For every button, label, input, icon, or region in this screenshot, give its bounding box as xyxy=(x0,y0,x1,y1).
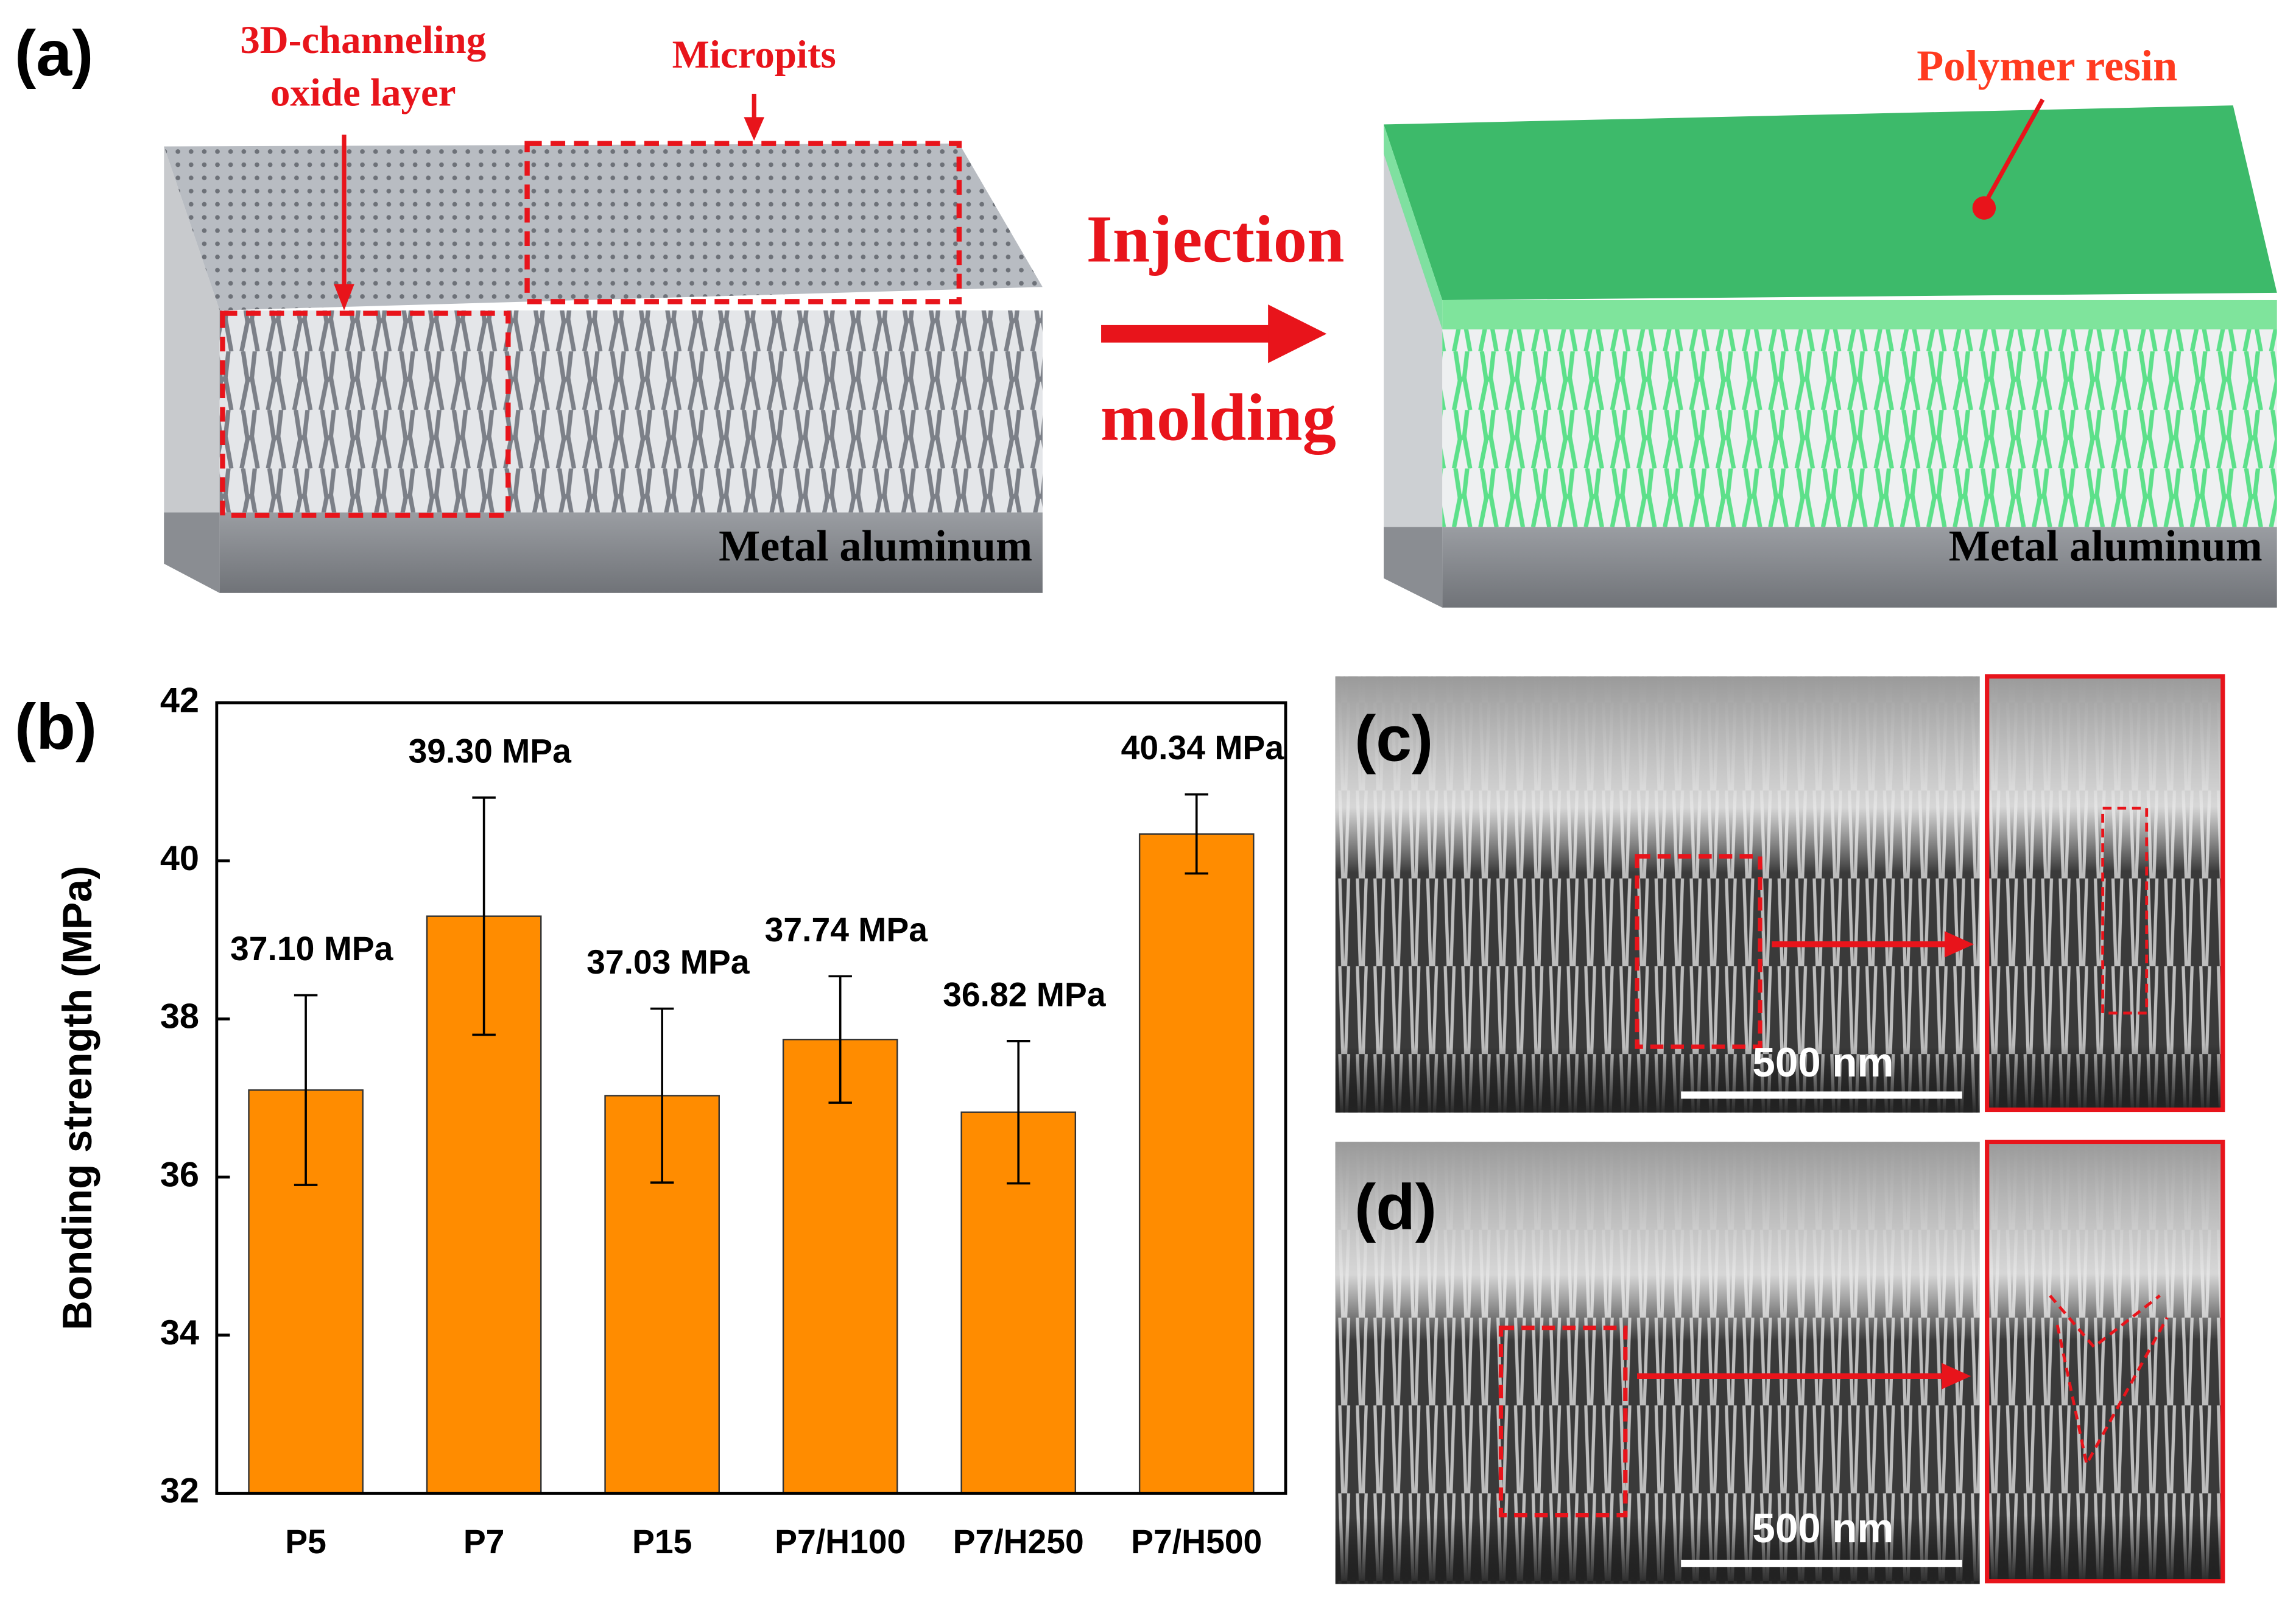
bar-chart: 32 34 36 38 40 42 P5 37.10 MPa P7 39.30 MPa P15 37.… xyxy=(160,681,1284,1561)
resin-label: Polymer resin xyxy=(1917,41,2177,90)
process-arrowhead xyxy=(1268,304,1327,363)
x-tick-label: P5 xyxy=(285,1523,326,1561)
value-label: 39.30 MPa xyxy=(409,732,572,770)
x-tick-label: P7/H250 xyxy=(953,1523,1084,1561)
metal-label: Metal aluminum xyxy=(719,522,1032,571)
micropits-label: Micropits xyxy=(672,33,836,77)
value-label: 36.82 MPa xyxy=(943,975,1107,1013)
panel-label: (c) xyxy=(1354,703,1433,774)
panel-label: (a) xyxy=(15,18,93,90)
bar xyxy=(782,1039,898,1494)
sem-image-c xyxy=(1335,674,2225,1113)
metal-label: Metal aluminum xyxy=(1949,522,2263,571)
scale-bar-label: 500 nm xyxy=(1752,1040,1893,1086)
y-axis-label: Bonding strength (MPa) xyxy=(55,866,100,1330)
value-label: 37.03 MPa xyxy=(586,943,750,981)
left-block xyxy=(164,93,1043,593)
right-block xyxy=(1384,98,2277,608)
x-tick-label: P7/H100 xyxy=(775,1523,906,1561)
y-tick-label: 40 xyxy=(160,839,199,878)
y-tick-label: 32 xyxy=(160,1472,199,1511)
x-tick-label: P15 xyxy=(632,1523,692,1561)
value-label: 37.74 MPa xyxy=(765,911,929,949)
x-tick-label: P7 xyxy=(463,1523,505,1561)
plot-frame xyxy=(215,701,1287,1495)
oxide-label: 3D-channeling xyxy=(240,18,486,62)
sem-image-d xyxy=(1335,1139,2225,1584)
process-label: molding xyxy=(1100,380,1336,455)
y-tick-label: 38 xyxy=(160,997,199,1036)
process-label: Injection xyxy=(1086,201,1345,276)
scale-bar-label: 500 nm xyxy=(1752,1506,1893,1551)
y-tick-label: 36 xyxy=(160,1155,199,1194)
x-tick-label: P7/H500 xyxy=(1131,1523,1262,1561)
y-tick-label: 34 xyxy=(160,1313,199,1352)
y-tick-label: 42 xyxy=(160,681,199,720)
panel-label: (b) xyxy=(15,691,97,763)
value-label: 40.34 MPa xyxy=(1121,729,1285,767)
oxide-label: oxide layer xyxy=(270,71,456,115)
value-label: 37.10 MPa xyxy=(230,930,394,968)
panel-label: (d) xyxy=(1354,1171,1437,1243)
bar xyxy=(1138,833,1255,1494)
